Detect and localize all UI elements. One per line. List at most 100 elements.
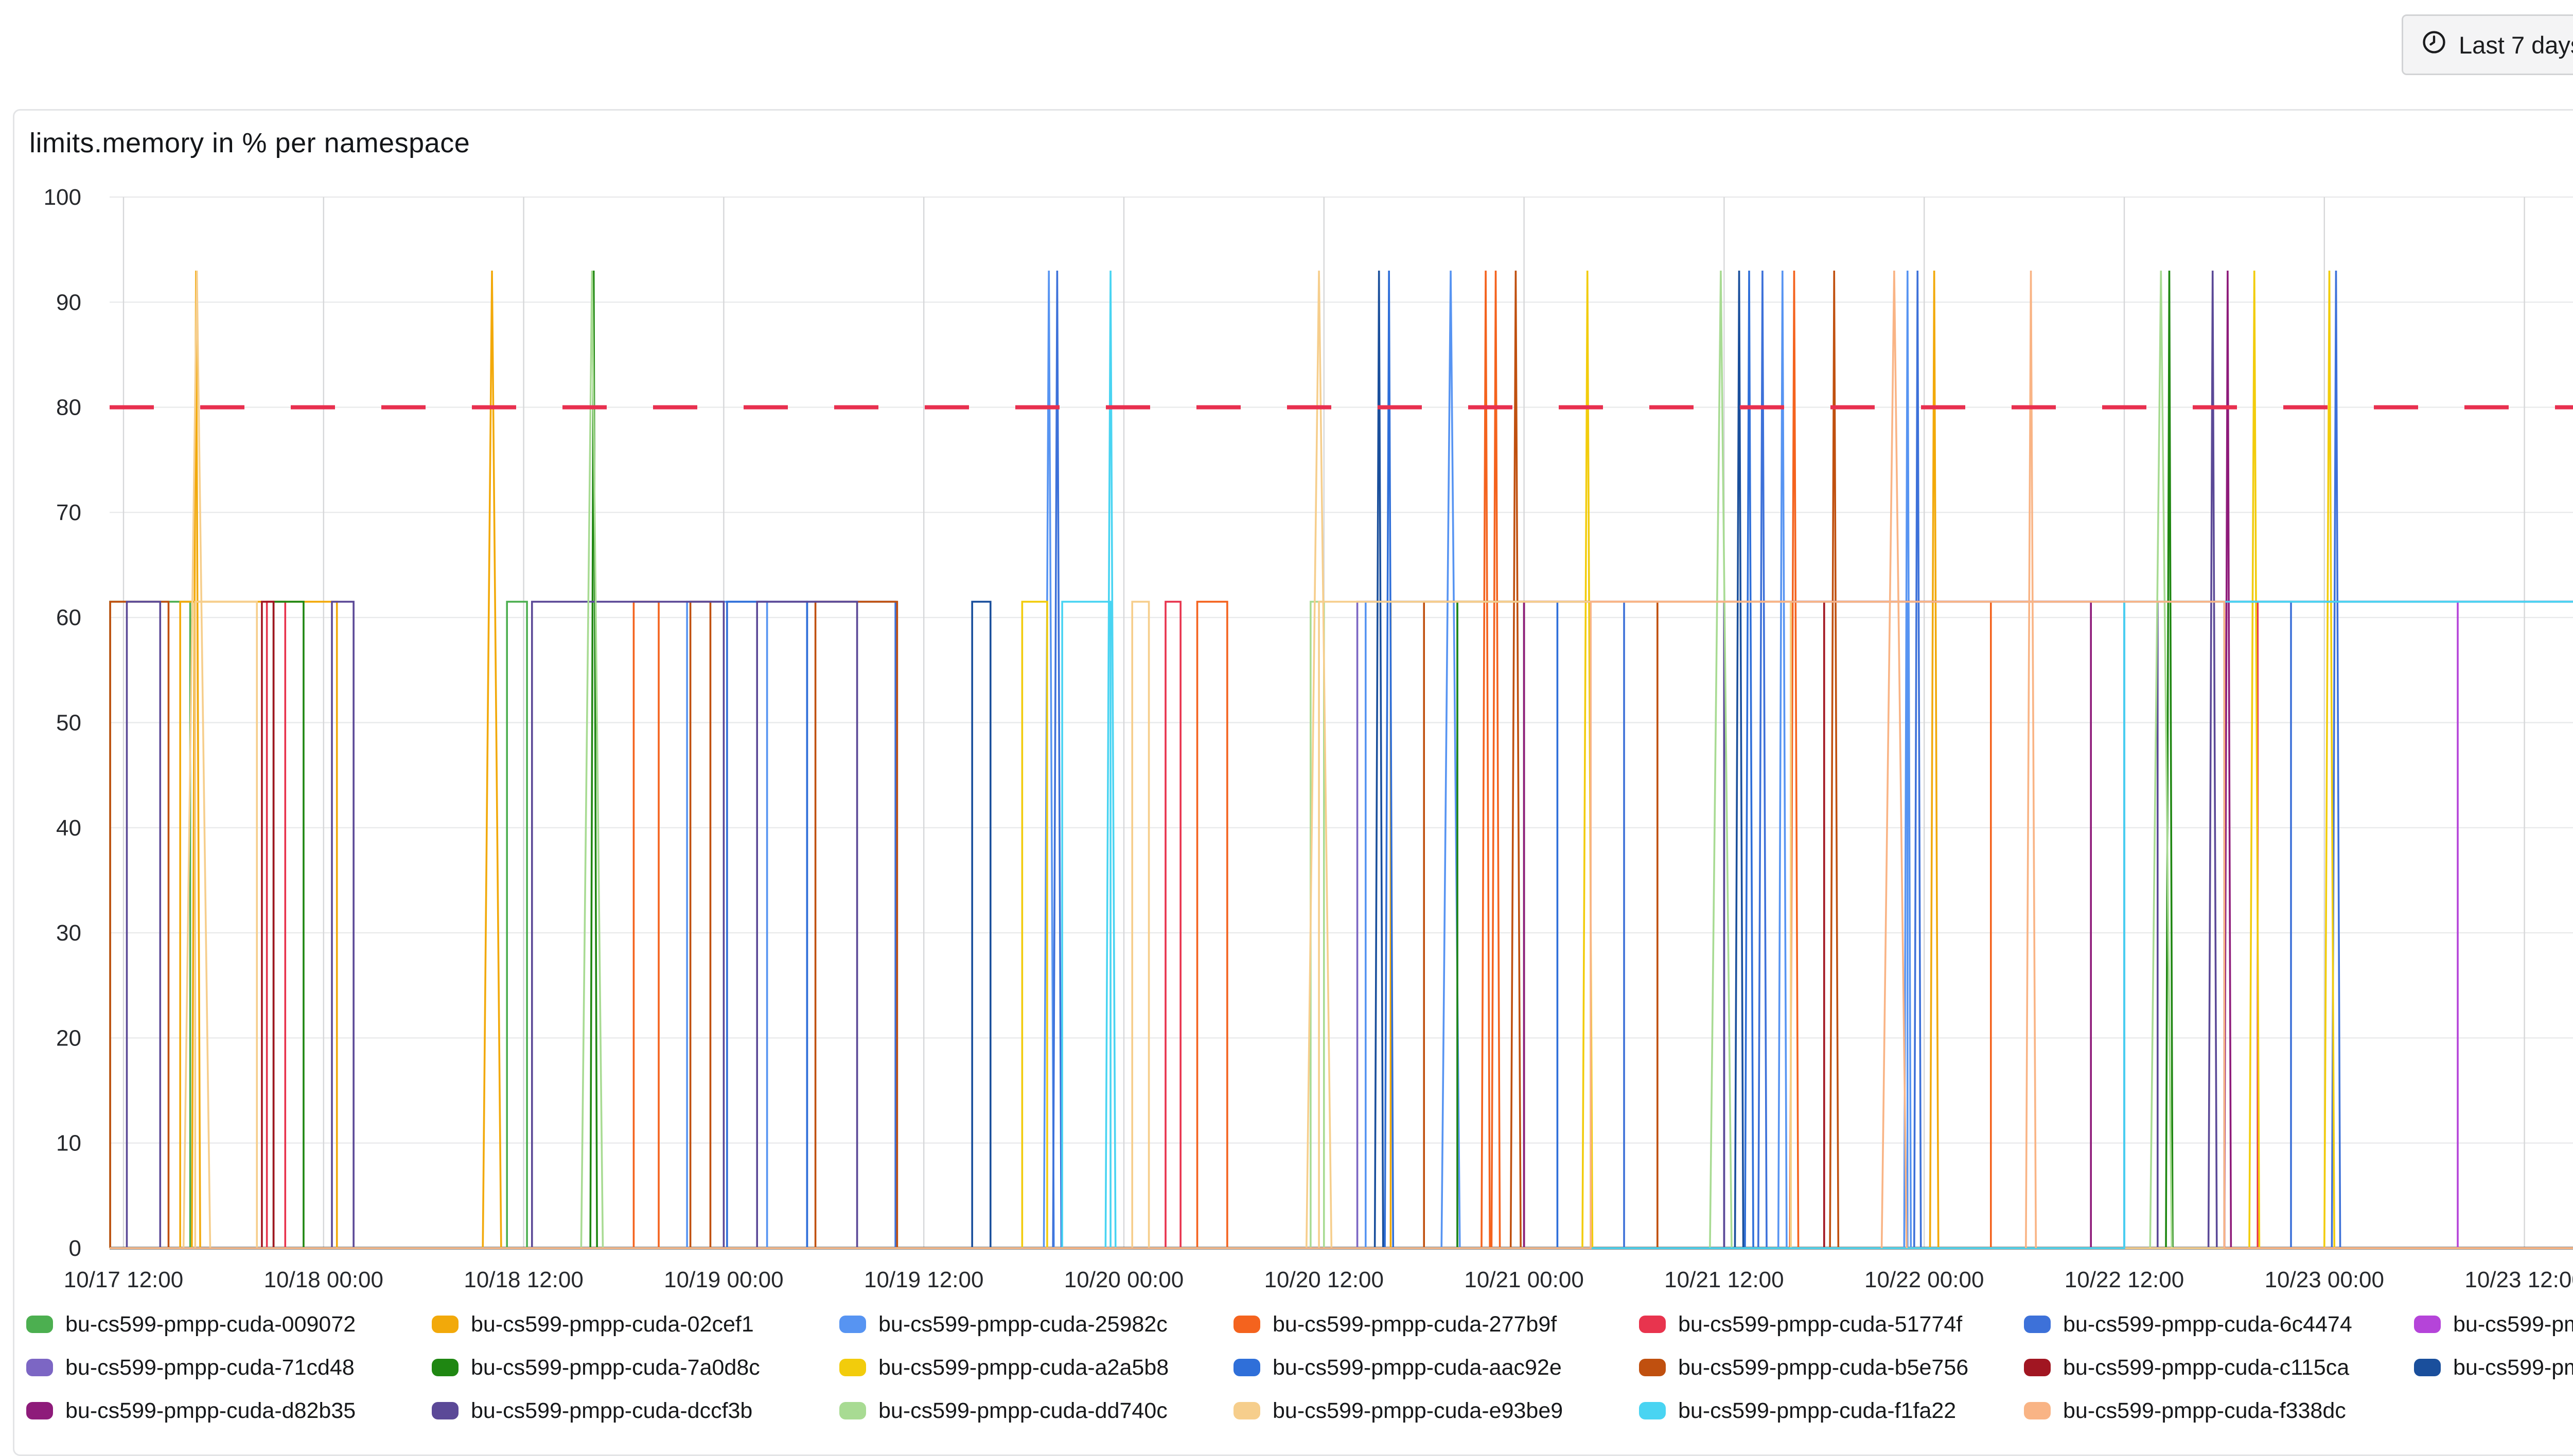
legend-item[interactable]: bu-cs599-pmpp-cuda-25982c xyxy=(839,1307,1168,1341)
series-line xyxy=(110,271,2573,1249)
x-tick-label: 10/22 00:00 xyxy=(1864,1267,1984,1292)
series-line xyxy=(110,600,2573,1249)
series-color-swatch xyxy=(26,1402,53,1419)
y-tick-label: 90 xyxy=(56,290,81,315)
x-tick-label: 10/18 00:00 xyxy=(264,1267,383,1292)
x-tick-label: 10/21 12:00 xyxy=(1664,1267,1784,1292)
legend-item[interactable]: bu-cs599-pmpp-cuda-277b9f xyxy=(1233,1307,1557,1341)
x-tick-label: 10/21 00:00 xyxy=(1464,1267,1583,1292)
series-line xyxy=(110,270,2573,1249)
legend-label: bu-cs599-pmpp-cuda-dccf3b xyxy=(471,1398,753,1423)
series-line xyxy=(110,600,2573,1249)
series-color-swatch xyxy=(2024,1316,2051,1333)
legend-item[interactable]: bu-cs599-pmpp-cuda-e93be9 xyxy=(1233,1394,1563,1428)
series-line xyxy=(110,270,2573,1249)
legend-item[interactable]: bu-cs599-pmpp-cuda-dd740c xyxy=(839,1394,1168,1428)
series-color-swatch xyxy=(1233,1402,1260,1419)
legend-item[interactable]: bu-cs599-pmpp-cuda-6f6641 xyxy=(2414,1307,2573,1341)
x-tick-label: 10/20 00:00 xyxy=(1064,1267,1184,1292)
legend-item[interactable]: bu-cs599-pmpp-cuda-51774f xyxy=(1639,1307,1962,1341)
legend-label: bu-cs599-pmpp-cuda-aac92e xyxy=(1273,1355,1562,1380)
series-color-swatch xyxy=(432,1316,459,1333)
series-color-swatch xyxy=(839,1402,866,1419)
series-line xyxy=(110,271,2573,1249)
series-line xyxy=(110,271,2573,1249)
series-line xyxy=(110,271,2573,1249)
legend-item[interactable]: bu-cs599-pmpp-cuda-71cd48 xyxy=(26,1351,355,1384)
time-range-label: Last 7 days xyxy=(2459,31,2573,59)
legend-item[interactable]: bu-cs599-pmpp-cuda-009072 xyxy=(26,1307,356,1341)
series-color-swatch xyxy=(1639,1402,1666,1419)
y-tick-label: 0 xyxy=(69,1236,81,1261)
y-tick-label: 50 xyxy=(56,711,81,736)
x-tick-label: 10/19 00:00 xyxy=(664,1267,783,1292)
legend-label: bu-cs599-pmpp-cuda-277b9f xyxy=(1273,1311,1557,1337)
legend-item[interactable]: bu-cs599-pmpp-cuda-02cef1 xyxy=(432,1307,754,1341)
series-color-swatch xyxy=(432,1359,459,1376)
x-tick-label: 10/17 12:00 xyxy=(64,1267,183,1292)
y-tick-label: 100 xyxy=(44,185,81,210)
series-line xyxy=(110,270,2573,1249)
clock-icon xyxy=(2421,29,2447,61)
y-tick-label: 20 xyxy=(56,1025,81,1051)
series-line xyxy=(110,271,2573,1249)
series-line xyxy=(110,270,2573,1249)
x-tick-label: 10/18 12:00 xyxy=(464,1267,583,1292)
legend-item[interactable]: bu-cs599-pmpp-cuda-d82b35 xyxy=(26,1394,356,1428)
time-range-group: Last 7 days xyxy=(2402,14,2573,75)
y-tick-label: 40 xyxy=(56,815,81,841)
series-color-swatch xyxy=(1233,1359,1260,1376)
legend-label: bu-cs599-pmpp-cuda-f338dc xyxy=(2063,1398,2346,1423)
legend-item[interactable]: bu-cs599-pmpp-cuda-aac92e xyxy=(1233,1351,1562,1384)
legend-label: bu-cs599-pmpp-cuda-b5e756 xyxy=(1678,1355,1969,1380)
series-color-swatch xyxy=(1233,1316,1260,1333)
legend-item[interactable]: bu-cs599-pmpp-cuda-6c4474 xyxy=(2024,1307,2352,1341)
legend-item[interactable]: bu-cs599-pmpp-cuda-7a0d8c xyxy=(432,1351,760,1384)
x-tick-label: 10/23 12:00 xyxy=(2464,1267,2573,1292)
legend-label: bu-cs599-pmpp-cuda-e93be9 xyxy=(1273,1398,1563,1423)
legend-label: bu-cs599-pmpp-cuda-6c4474 xyxy=(2063,1311,2352,1337)
legend-item[interactable]: bu-cs599-pmpp-cuda-cc7c3a xyxy=(2414,1351,2573,1384)
series-line xyxy=(109,600,2573,1249)
x-tick-label: 10/22 12:00 xyxy=(2065,1267,2184,1292)
legend-label: bu-cs599-pmpp-cuda-71cd48 xyxy=(65,1355,355,1380)
series-line xyxy=(110,600,2573,1249)
x-tick-label: 10/20 12:00 xyxy=(1264,1267,1384,1292)
legend-item[interactable]: bu-cs599-pmpp-cuda-dccf3b xyxy=(432,1394,752,1428)
x-tick-label: 10/19 12:00 xyxy=(864,1267,983,1292)
series-color-swatch xyxy=(839,1316,866,1333)
legend-label: bu-cs599-pmpp-cuda-cc7c3a xyxy=(2453,1355,2573,1380)
legend-label: bu-cs599-pmpp-cuda-51774f xyxy=(1678,1311,1963,1337)
legend-item[interactable]: bu-cs599-pmpp-cuda-a2a5b8 xyxy=(839,1351,1169,1384)
legend-label: bu-cs599-pmpp-cuda-c115ca xyxy=(2063,1355,2350,1380)
y-tick-label: 80 xyxy=(56,395,81,420)
legend-item[interactable]: bu-cs599-pmpp-cuda-f1fa22 xyxy=(1639,1394,1956,1428)
legend-label: bu-cs599-pmpp-cuda-6f6641 xyxy=(2453,1311,2573,1337)
toolbar: Last 7 days Refresh xyxy=(2402,14,2573,75)
legend-label: bu-cs599-pmpp-cuda-009072 xyxy=(65,1311,356,1337)
y-tick-label: 30 xyxy=(56,920,81,946)
time-range-button[interactable]: Last 7 days xyxy=(2403,16,2573,74)
y-tick-label: 60 xyxy=(56,605,81,630)
series-line xyxy=(110,271,2573,1249)
series-color-swatch xyxy=(2414,1316,2441,1333)
legend-label: bu-cs599-pmpp-cuda-a2a5b8 xyxy=(878,1355,1169,1380)
series-line xyxy=(110,271,2573,1249)
legend-item[interactable]: bu-cs599-pmpp-cuda-c115ca xyxy=(2024,1351,2349,1384)
legend-label: bu-cs599-pmpp-cuda-02cef1 xyxy=(471,1311,754,1337)
series-color-swatch xyxy=(839,1359,866,1376)
series-color-swatch xyxy=(2024,1359,2051,1376)
series-line xyxy=(109,271,2573,1249)
series-line xyxy=(110,270,2573,1249)
panel-title: limits.memory in % per namespace xyxy=(29,128,470,158)
legend-item[interactable]: bu-cs599-pmpp-cuda-f338dc xyxy=(2024,1394,2346,1428)
series-color-swatch xyxy=(2414,1359,2441,1376)
x-tick-label: 10/23 00:00 xyxy=(2265,1267,2384,1292)
series-color-swatch xyxy=(1639,1316,1666,1333)
legend-label: bu-cs599-pmpp-cuda-7a0d8c xyxy=(471,1355,760,1380)
legend-item[interactable]: bu-cs599-pmpp-cuda-b5e756 xyxy=(1639,1351,1968,1384)
series-color-swatch xyxy=(26,1359,53,1376)
series-color-swatch xyxy=(1639,1359,1666,1376)
